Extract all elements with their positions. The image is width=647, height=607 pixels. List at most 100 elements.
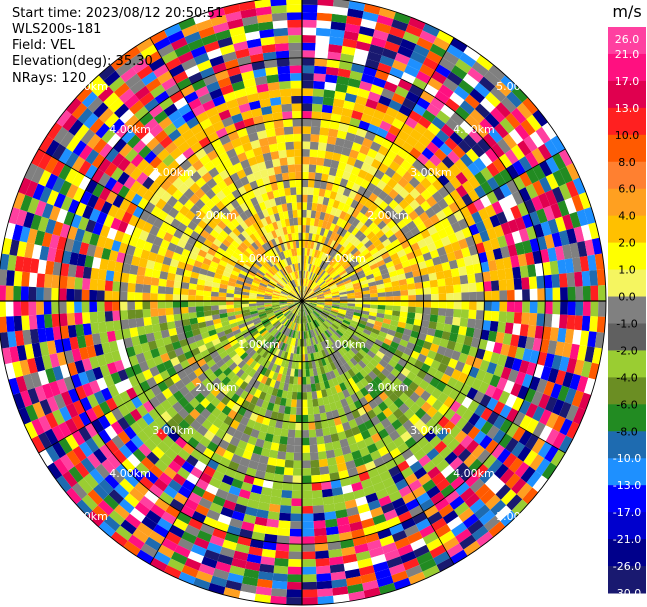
velocity-gate	[346, 156, 357, 167]
velocity-gate	[498, 279, 507, 291]
velocity-gate	[429, 154, 442, 167]
velocity-gate	[343, 561, 359, 572]
velocity-gate	[395, 268, 405, 276]
velocity-gate	[582, 285, 591, 301]
velocity-gate	[304, 270, 307, 279]
velocity-gate	[449, 412, 462, 426]
velocity-gate	[326, 246, 333, 255]
velocity-gate	[339, 477, 352, 487]
velocity-gate	[286, 581, 302, 590]
velocity-gate	[351, 334, 360, 342]
velocity-gate	[404, 397, 415, 409]
velocity-gate	[440, 104, 456, 118]
velocity-gate	[313, 344, 319, 353]
velocity-gate	[309, 329, 314, 338]
velocity-gate	[389, 523, 405, 536]
velocity-gate	[321, 261, 327, 270]
velocity-gate	[505, 393, 518, 408]
velocity-gate	[398, 403, 410, 414]
velocity-gate	[354, 309, 363, 314]
velocity-gate	[397, 358, 408, 368]
velocity-gate	[325, 449, 336, 459]
velocity-gate	[514, 124, 530, 141]
velocity-gate	[302, 164, 310, 172]
velocity-gate	[315, 258, 321, 267]
velocity-gate	[292, 475, 302, 484]
velocity-gate	[454, 430, 468, 444]
velocity-gate	[418, 134, 432, 148]
velocity-gate	[438, 57, 456, 72]
velocity-gate	[316, 277, 323, 285]
velocity-gate	[320, 341, 327, 350]
velocity-gate	[296, 399, 302, 408]
velocity-gate	[491, 143, 505, 159]
velocity-gate	[540, 365, 552, 381]
velocity-gate	[365, 492, 379, 504]
velocity-gate	[323, 237, 330, 246]
velocity-gate	[316, 292, 324, 297]
velocity-gate	[526, 114, 542, 132]
velocity-gate	[327, 267, 335, 275]
velocity-gate	[319, 324, 326, 332]
velocity-gate	[524, 388, 537, 404]
velocity-gate	[316, 12, 333, 22]
velocity-gate	[527, 324, 537, 338]
velocity-gate	[419, 498, 435, 512]
velocity-gate	[542, 261, 552, 276]
velocity-gate	[305, 287, 309, 295]
velocity-gate	[313, 180, 322, 189]
velocity-gate	[318, 316, 325, 323]
velocity-gate	[305, 323, 309, 332]
velocity-gate	[302, 392, 308, 400]
velocity-gate	[309, 301, 318, 303]
velocity-gate	[294, 445, 302, 453]
velocity-gate	[300, 308, 302, 317]
velocity-gate	[456, 334, 466, 345]
velocity-gate	[558, 183, 572, 201]
velocity-gate	[510, 255, 520, 268]
velocity-gate	[407, 236, 418, 246]
velocity-gate	[480, 166, 494, 181]
velocity-gate	[382, 477, 396, 489]
velocity-gate	[318, 134, 329, 144]
velocity-gate	[424, 159, 437, 173]
velocity-gate	[337, 407, 346, 417]
velocity-gate	[334, 90, 347, 101]
velocity-gate	[302, 316, 305, 324]
velocity-gate	[388, 430, 401, 442]
velocity-gate	[437, 278, 446, 287]
velocity-gate	[302, 50, 316, 59]
velocity-gate	[360, 18, 377, 30]
velocity-gate	[330, 479, 342, 489]
velocity-gate	[337, 327, 346, 335]
velocity-gate	[324, 442, 334, 452]
velocity-gate	[368, 221, 378, 232]
velocity-gate	[426, 103, 441, 117]
velocity-gate	[326, 355, 334, 364]
velocity-gate	[431, 70, 447, 85]
velocity-gate	[270, 595, 287, 605]
velocity-gate	[394, 349, 404, 358]
velocity-gate	[390, 275, 399, 283]
velocity-gate	[307, 399, 314, 408]
velocity-gate	[377, 292, 386, 298]
velocity-gate	[306, 248, 311, 256]
velocity-gate	[347, 583, 364, 594]
velocity-gate	[551, 354, 563, 370]
velocity-gate	[342, 354, 350, 363]
velocity-gate	[374, 152, 386, 163]
velocity-gate	[326, 230, 333, 239]
velocity-gate	[514, 371, 527, 386]
velocity-gate	[535, 126, 551, 144]
velocity-gate	[381, 224, 391, 235]
velocity-gate	[302, 452, 311, 461]
velocity-gate	[311, 345, 316, 354]
velocity-gate	[328, 128, 339, 138]
velocity-gate	[332, 302, 340, 305]
velocity-gate	[359, 510, 373, 522]
velocity-gate	[577, 344, 588, 362]
velocity-gate	[319, 412, 328, 422]
velocity-gate	[302, 467, 312, 476]
velocity-gate	[341, 260, 350, 268]
velocity-gate	[503, 208, 515, 223]
